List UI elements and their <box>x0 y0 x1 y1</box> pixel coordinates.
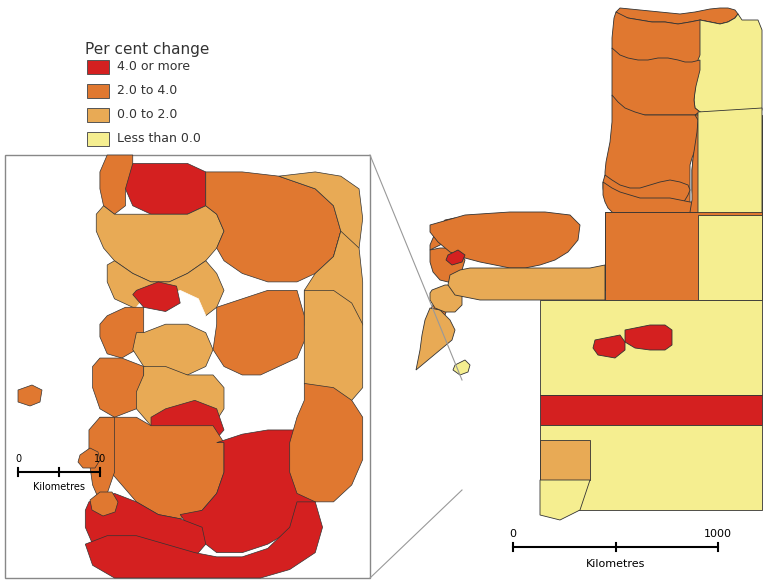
Polygon shape <box>453 360 470 375</box>
Polygon shape <box>460 218 515 238</box>
Polygon shape <box>100 155 133 214</box>
Polygon shape <box>540 480 590 520</box>
Polygon shape <box>304 231 362 358</box>
Polygon shape <box>625 325 672 350</box>
Polygon shape <box>540 440 590 480</box>
Text: 0.0 to 2.0: 0.0 to 2.0 <box>117 108 177 122</box>
Polygon shape <box>540 395 762 425</box>
Text: 2.0 to 4.0: 2.0 to 4.0 <box>117 84 177 98</box>
Polygon shape <box>180 430 323 553</box>
Polygon shape <box>430 212 580 268</box>
Polygon shape <box>213 290 304 375</box>
Bar <box>87 84 109 98</box>
Polygon shape <box>698 108 762 215</box>
Polygon shape <box>690 115 700 215</box>
Bar <box>87 132 109 146</box>
Polygon shape <box>137 367 224 434</box>
Polygon shape <box>593 335 625 358</box>
Text: 10: 10 <box>94 454 106 464</box>
Text: 0: 0 <box>510 529 517 539</box>
Polygon shape <box>90 492 118 516</box>
Text: Kilometres: Kilometres <box>33 482 85 492</box>
Polygon shape <box>206 172 341 282</box>
Polygon shape <box>100 307 143 358</box>
Text: Kilometres: Kilometres <box>586 559 645 569</box>
Polygon shape <box>698 215 762 300</box>
Polygon shape <box>416 308 455 370</box>
Polygon shape <box>540 300 762 395</box>
Polygon shape <box>446 250 465 265</box>
Polygon shape <box>700 115 762 212</box>
Polygon shape <box>430 218 462 250</box>
Polygon shape <box>605 212 762 300</box>
Polygon shape <box>430 290 450 320</box>
Polygon shape <box>692 112 762 215</box>
Polygon shape <box>18 385 42 406</box>
Bar <box>87 60 109 74</box>
Polygon shape <box>304 290 362 409</box>
Polygon shape <box>612 48 700 115</box>
Polygon shape <box>107 261 224 324</box>
Polygon shape <box>125 164 206 214</box>
Polygon shape <box>78 448 100 468</box>
Polygon shape <box>137 290 206 350</box>
Text: 4.0 or more: 4.0 or more <box>117 61 190 73</box>
Polygon shape <box>605 95 700 212</box>
Polygon shape <box>612 12 742 65</box>
Polygon shape <box>430 285 462 312</box>
Text: Less than 0.0: Less than 0.0 <box>117 133 201 146</box>
Polygon shape <box>85 502 323 578</box>
Bar <box>87 108 109 122</box>
Polygon shape <box>133 324 213 375</box>
Polygon shape <box>85 494 206 565</box>
Polygon shape <box>278 172 362 265</box>
Text: Per cent change: Per cent change <box>85 42 209 57</box>
Polygon shape <box>612 120 762 220</box>
Polygon shape <box>5 155 370 578</box>
Polygon shape <box>290 384 362 502</box>
Polygon shape <box>151 400 224 451</box>
Polygon shape <box>100 417 224 519</box>
Polygon shape <box>133 282 180 311</box>
Polygon shape <box>616 8 738 24</box>
Polygon shape <box>92 358 143 417</box>
Polygon shape <box>430 248 465 282</box>
Polygon shape <box>448 265 605 300</box>
Text: 1000: 1000 <box>704 529 732 539</box>
Polygon shape <box>694 14 762 115</box>
Polygon shape <box>540 425 762 510</box>
Text: 0: 0 <box>15 454 21 464</box>
Polygon shape <box>89 417 114 502</box>
Polygon shape <box>603 182 700 215</box>
Polygon shape <box>96 206 224 282</box>
Polygon shape <box>605 212 762 290</box>
Polygon shape <box>603 175 690 212</box>
